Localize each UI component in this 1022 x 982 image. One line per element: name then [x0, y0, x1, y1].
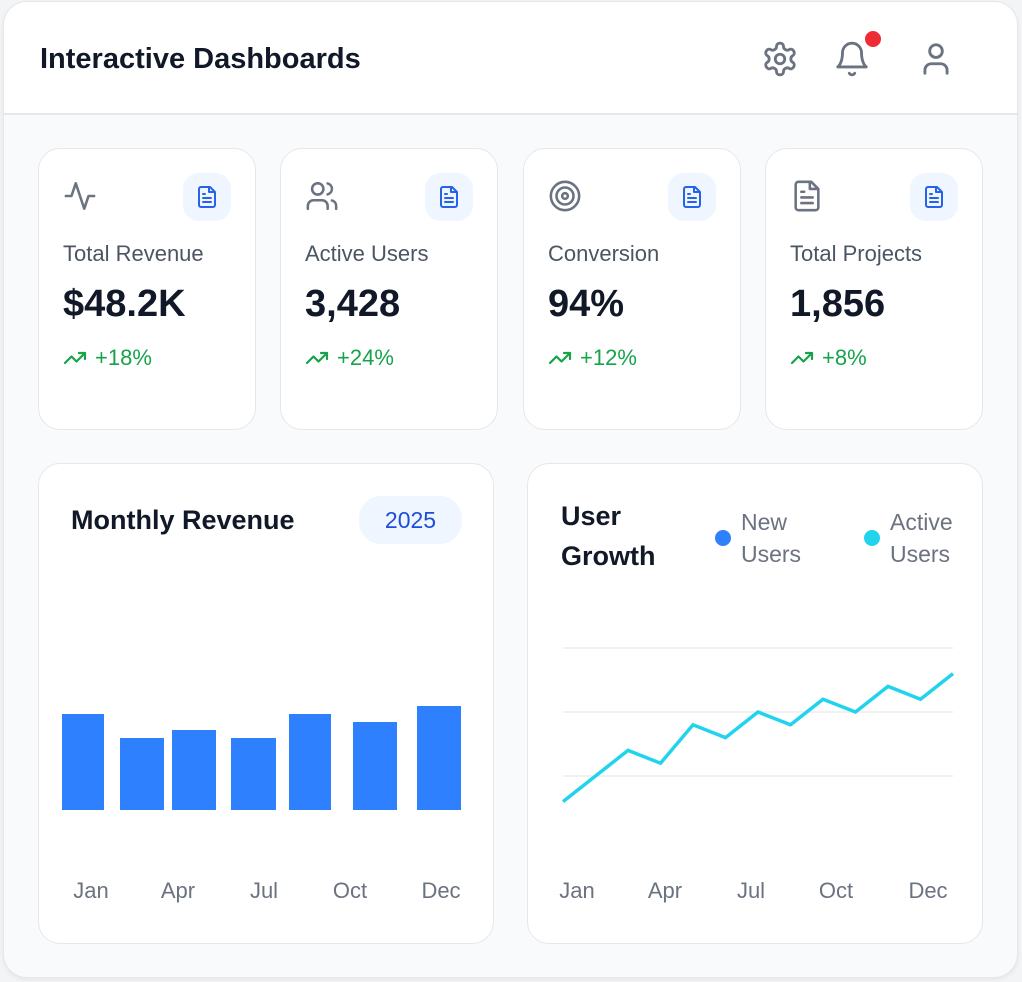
bar[interactable]	[289, 714, 331, 810]
bar[interactable]	[417, 706, 461, 810]
target-icon	[549, 180, 581, 212]
kpi-delta: +24%	[305, 345, 394, 371]
users-icon	[306, 181, 338, 211]
chart-title: User Growth	[561, 501, 656, 571]
report-button[interactable]	[425, 173, 473, 221]
file-text-icon	[198, 186, 216, 208]
kpi-value: 1,856	[790, 283, 886, 325]
year-badge[interactable]: 2025	[359, 496, 462, 544]
header: Interactive Dashboards	[4, 2, 1017, 115]
user-growth-card: User Growth New Users Active Users Jan A…	[527, 463, 983, 944]
gear-icon[interactable]	[761, 40, 799, 78]
x-tick-label: Oct	[332, 878, 368, 903]
trending-up-icon	[790, 351, 814, 365]
bar[interactable]	[353, 722, 397, 810]
notification-dot	[865, 31, 881, 47]
file-text-icon	[794, 180, 820, 212]
kpi-delta: +8%	[790, 345, 867, 371]
kpi-label: Active Users	[305, 241, 429, 266]
bar[interactable]	[62, 714, 104, 810]
page-title: Interactive Dashboards	[40, 43, 361, 75]
legend-item: New Users	[715, 506, 811, 570]
kpi-card: Total Revenue $48.2K +18%	[38, 148, 256, 430]
kpi-card: Active Users 3,428 +24%	[280, 148, 498, 430]
file-text-icon	[925, 186, 943, 208]
legend-swatch	[715, 530, 731, 546]
legend-swatch	[864, 530, 880, 546]
report-button[interactable]	[668, 173, 716, 221]
kpi-label: Total Revenue	[63, 241, 204, 266]
report-button[interactable]	[910, 173, 958, 221]
x-tick-label: Dec	[908, 878, 948, 903]
legend-item: Active Users	[864, 506, 960, 570]
x-tick-label: Dec	[421, 878, 461, 903]
kpi-card: Conversion 94% +12%	[523, 148, 741, 430]
report-button[interactable]	[183, 173, 231, 221]
kpi-delta: +18%	[63, 345, 152, 371]
bar-chart	[62, 706, 461, 810]
x-tick-label: Jan	[559, 878, 595, 903]
bell-icon[interactable]	[833, 40, 871, 78]
kpi-value: $48.2K	[63, 283, 186, 325]
kpi-value: 3,428	[305, 283, 401, 325]
monthly-revenue-card: Monthly Revenue 2025 Jan Apr Jul Oct Dec	[38, 463, 494, 944]
kpi-label: Total Projects	[790, 241, 923, 266]
user-icon[interactable]	[917, 40, 955, 78]
x-tick-label: Jan	[73, 878, 109, 903]
kpi-value: 94%	[548, 283, 625, 325]
bar[interactable]	[120, 738, 164, 810]
trending-up-icon	[548, 351, 572, 365]
bar[interactable]	[172, 730, 216, 810]
trending-up-icon	[305, 351, 329, 365]
kpi-delta: +12%	[548, 345, 637, 371]
x-tick-label: Apr	[647, 878, 683, 903]
activity-icon	[64, 181, 96, 211]
chart-title: Monthly Revenue	[71, 505, 295, 535]
bar[interactable]	[231, 738, 276, 810]
x-tick-label: Oct	[818, 878, 854, 903]
x-tick-label: Apr	[160, 878, 196, 903]
file-text-icon	[683, 186, 701, 208]
file-text-icon	[440, 186, 458, 208]
x-tick-label: Jul	[736, 878, 766, 903]
line-chart	[561, 647, 955, 803]
kpi-label: Conversion	[548, 241, 660, 266]
kpi-card: Total Projects 1,856 +8%	[765, 148, 983, 430]
trending-up-icon	[63, 351, 87, 365]
series-line-active-users	[561, 672, 955, 803]
x-tick-label: Jul	[249, 878, 279, 903]
